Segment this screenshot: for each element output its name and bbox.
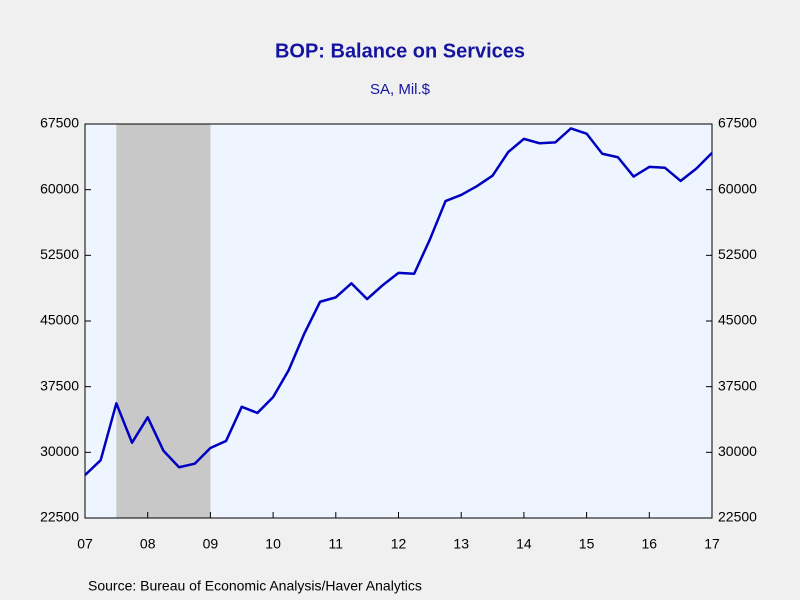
- x-tick-label: 15: [579, 536, 595, 552]
- data-line: [84, 127, 713, 477]
- chart-title: BOP: Balance on Services: [275, 40, 525, 62]
- x-tick-label: 08: [140, 536, 156, 552]
- plot-frame: [84, 123, 713, 519]
- x-tick-label: 09: [203, 536, 219, 552]
- y-tick-label: 52500: [40, 246, 79, 262]
- y2-tick-label: 22500: [718, 509, 757, 525]
- y-tick-label: 45000: [40, 312, 79, 328]
- x-tick-label: 11: [329, 536, 344, 552]
- x-tick-label: 16: [642, 536, 658, 552]
- y-tick-label: 60000: [40, 180, 79, 196]
- x-tick-label: 12: [391, 536, 407, 552]
- y2-tick-label: 67500: [718, 115, 757, 131]
- x-tick-label: 14: [516, 536, 532, 552]
- y-tick-label: 67500: [40, 115, 79, 131]
- y-tick-label: 37500: [40, 377, 79, 393]
- y2-tick-label: 45000: [718, 312, 757, 328]
- y2-tick-label: 60000: [718, 180, 757, 196]
- y2-tick-label: 30000: [718, 443, 757, 459]
- y2-tick-label: 52500: [718, 246, 757, 262]
- chart-subtitle: SA, Mil.$: [370, 81, 431, 98]
- y-tick-label: 30000: [40, 443, 79, 459]
- x-tick-label: 10: [265, 536, 281, 552]
- source-note: Source: Bureau of Economic Analysis/Have…: [88, 578, 422, 594]
- y2-tick-label: 37500: [718, 377, 757, 393]
- x-tick-label: 07: [77, 536, 93, 552]
- x-tick-label: 13: [453, 536, 469, 552]
- y-tick-label: 22500: [40, 509, 79, 525]
- recession-band: [116, 124, 211, 518]
- x-tick-label: 17: [704, 536, 720, 552]
